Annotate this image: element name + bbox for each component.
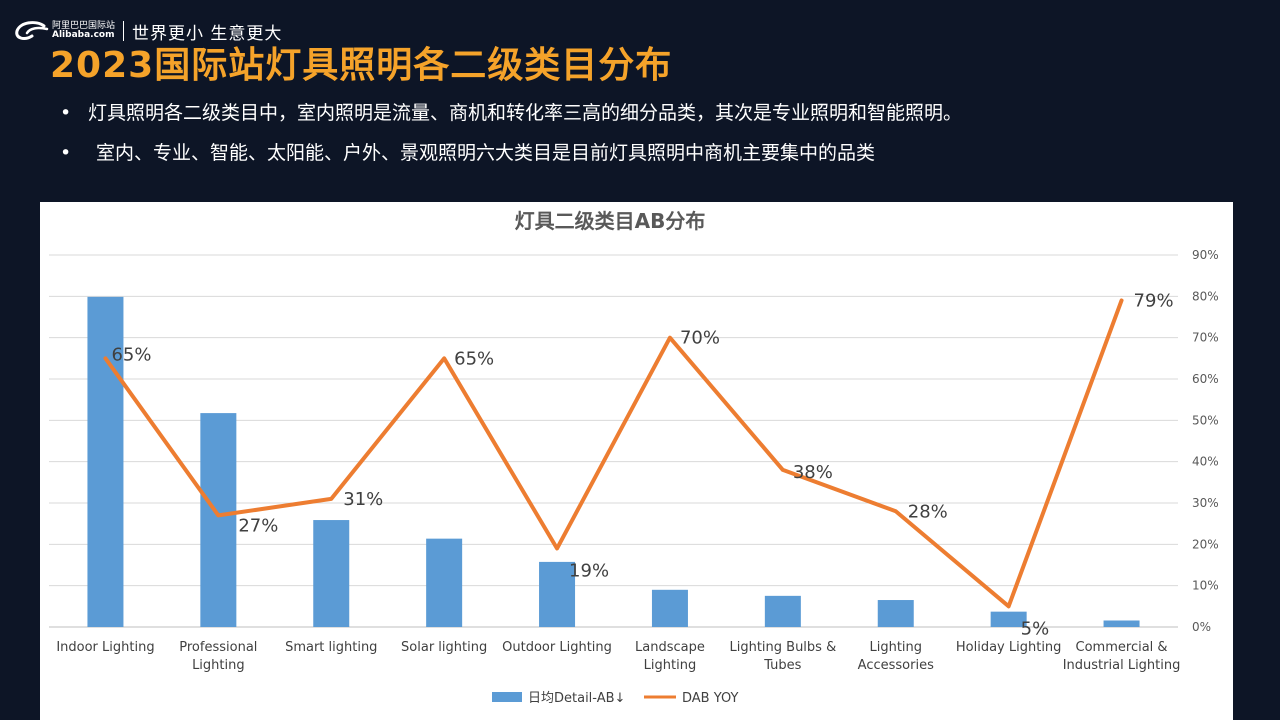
bar	[990, 611, 1027, 627]
bar	[877, 600, 914, 627]
y-tick-label: 40%	[1192, 455, 1219, 469]
data-label: 31%	[343, 489, 383, 510]
chart-legend: 日均Detail-AB↓ DAB YOY	[492, 691, 738, 706]
x-tick-label: Lighting Bulbs &	[729, 640, 836, 655]
brand-slogan: 世界更小 生意更大	[132, 23, 283, 44]
y-tick-label: 0%	[1192, 620, 1211, 634]
chart-panel: 灯具二级类目AB分布 65% 27% 31% 65% 19% 70% 38% 28% 5% 79%…	[40, 202, 1233, 720]
x-tick-label: Lighting	[192, 658, 245, 673]
alibaba-logo-icon	[14, 20, 50, 42]
logo-en-text: Alibaba.com	[52, 30, 115, 40]
data-label: 79%	[1134, 290, 1174, 311]
y-tick-label: 80%	[1192, 289, 1219, 303]
alibaba-logo: 阿里巴巴国际站 Alibaba.com 世界更小 生意更大	[14, 18, 282, 44]
legend-label: 日均Detail-AB↓	[528, 691, 625, 706]
bar	[426, 538, 463, 627]
page-title: 2023国际站灯具照明各二级类目分布	[50, 45, 673, 86]
x-tick-label: Lighting	[644, 658, 697, 673]
x-tick-label: Holiday Lighting	[956, 640, 1062, 655]
chart-title: 灯具二级类目AB分布	[515, 209, 706, 233]
data-label: 5%	[1021, 618, 1050, 639]
bullet-text: 灯具照明各二级类目中，室内照明是流量、商机和转化率三高的细分品类，其次是专业照明…	[88, 102, 963, 124]
x-tick-label: Commercial &	[1076, 640, 1168, 655]
y-tick-label: 30%	[1192, 496, 1219, 510]
data-label: 27%	[238, 515, 278, 536]
bar	[200, 413, 237, 627]
y-tick-label: 70%	[1192, 331, 1219, 345]
y-tick-label: 90%	[1192, 248, 1219, 262]
y-tick-label: 10%	[1192, 579, 1219, 593]
y-tick-label: 60%	[1192, 372, 1219, 386]
x-tick-label: Outdoor Lighting	[502, 640, 612, 655]
x-tick-label: Industrial Lighting	[1063, 658, 1181, 673]
data-label: 28%	[908, 501, 948, 522]
bar	[313, 520, 350, 627]
data-label: 65%	[111, 344, 151, 365]
data-label: 19%	[569, 560, 609, 581]
data-label: 65%	[454, 348, 494, 369]
bullet-item: 室内、专业、智能、太阳能、户外、景观照明六大类目是目前灯具照明中商机主要集中的品…	[60, 140, 962, 180]
bar	[539, 561, 576, 627]
x-tick-label: Lighting	[869, 640, 922, 655]
bullet-text: 室内、专业、智能、太阳能、户外、景观照明六大类目是目前灯具照明中商机主要集中的品…	[96, 142, 876, 164]
y-tick-label: 50%	[1192, 413, 1219, 427]
x-tick-label: Tubes	[763, 658, 801, 673]
logo-cn-text: 阿里巴巴国际站	[52, 21, 116, 31]
combo-chart: 灯具二级类目AB分布 65% 27% 31% 65% 19% 70% 38% 28% 5% 79%…	[49, 209, 1219, 706]
data-label: 70%	[680, 328, 720, 349]
bar	[764, 595, 801, 627]
x-tick-label: Professional	[179, 640, 257, 655]
yoy-line	[103, 298, 1124, 609]
y-tick-label: 20%	[1192, 537, 1219, 551]
legend-label: DAB YOY	[682, 691, 738, 706]
bar	[87, 296, 124, 627]
x-tick-label: Smart lighting	[285, 640, 377, 655]
x-tick-label: Solar lighting	[401, 640, 487, 655]
bullet-list: 灯具照明各二级类目中，室内照明是流量、商机和转化率三高的细分品类，其次是专业照明…	[60, 100, 962, 180]
logo-divider	[123, 21, 125, 41]
bar	[1103, 620, 1140, 627]
x-tick-label: Accessories	[858, 658, 934, 673]
data-label: 38%	[793, 462, 833, 483]
bar	[651, 589, 688, 627]
legend-bar-swatch	[492, 692, 522, 702]
x-tick-label: Landscape	[635, 640, 705, 655]
x-tick-label: Indoor Lighting	[56, 640, 154, 655]
bullet-item: 灯具照明各二级类目中，室内照明是流量、商机和转化率三高的细分品类，其次是专业照明…	[60, 100, 962, 140]
